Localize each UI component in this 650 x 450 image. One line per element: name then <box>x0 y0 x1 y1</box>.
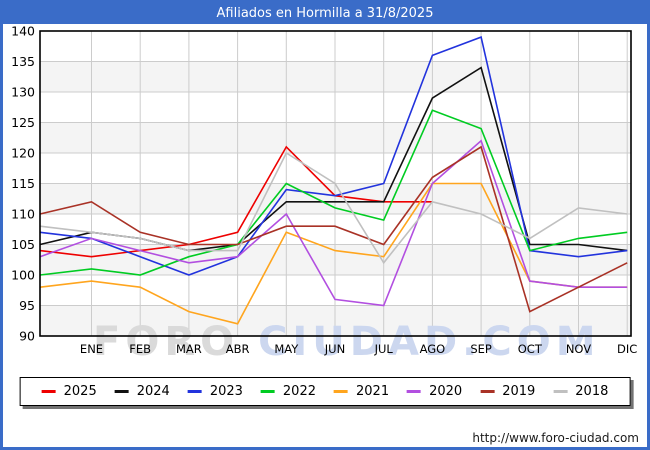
x-tick-label: JUL <box>374 342 394 356</box>
x-tick-label: SEP <box>470 342 492 356</box>
legend-label: 2024 <box>136 384 170 399</box>
legend-label: 2021 <box>356 384 390 399</box>
x-tick-label: OCT <box>518 342 543 356</box>
legend-item-2023: 2023 <box>187 384 243 399</box>
legend-dash-icon <box>407 390 422 393</box>
legend-item-2020: 2020 <box>407 384 462 399</box>
y-tick-label: 95 <box>19 298 35 313</box>
legend-label: 2023 <box>209 384 243 399</box>
y-tick-label: 100 <box>11 268 35 283</box>
x-tick-label: FEB <box>129 342 151 356</box>
site-url: http://www.foro-ciudad.com <box>472 431 639 445</box>
chart-legend: 2025 2024 2023 2022 2021 2020 2019 2018 <box>19 377 631 406</box>
legend-item-2019: 2019 <box>480 384 535 399</box>
legend-item-2022: 2022 <box>260 384 316 399</box>
y-tick-label: 130 <box>11 85 35 100</box>
series-2024 <box>39 66 628 252</box>
legend-item-2021: 2021 <box>334 384 389 399</box>
series-2025 <box>39 145 433 258</box>
legend-label: 2022 <box>282 384 316 399</box>
chart-title: Afiliados en Hormilla a 31/8/2025 <box>3 3 647 24</box>
y-tick-label: 140 <box>11 24 35 39</box>
series-2022 <box>39 109 628 276</box>
legend-label: 2019 <box>502 384 536 399</box>
legend-item-2024: 2024 <box>114 384 170 399</box>
y-tick-label: 90 <box>19 329 35 344</box>
legend-dash-icon <box>334 390 348 393</box>
y-tick-label: 125 <box>11 115 35 130</box>
legend-label: 2020 <box>429 384 463 399</box>
legend-label: 2025 <box>63 384 97 399</box>
series-2019 <box>39 145 628 313</box>
x-tick-label: DIC <box>617 342 637 356</box>
legend-label: 2018 <box>575 384 609 399</box>
legend-item-2025: 2025 <box>41 384 97 399</box>
legend-item-2018: 2018 <box>553 384 608 399</box>
y-tick-label: 135 <box>11 54 35 69</box>
y-tick-label: 120 <box>11 146 35 161</box>
legend-dash-icon <box>187 390 202 393</box>
x-tick-label: MAY <box>274 342 299 356</box>
watermark: FORO CIUDAD.COM <box>93 319 601 365</box>
x-tick-label: NOV <box>566 342 591 356</box>
y-tick-label: 105 <box>11 237 35 252</box>
x-tick-label: AGO <box>420 342 446 356</box>
x-tick-label: MAR <box>176 342 202 356</box>
affiliation-line-chart: FORO CIUDAD.COM 140 135 130 125 120 115 110 105 1… <box>11 24 637 366</box>
legend-dash-icon <box>480 390 495 393</box>
series-2018 <box>39 151 628 265</box>
x-tick-label: ENE <box>80 342 103 356</box>
legend-dash-icon <box>41 390 56 393</box>
legend-dash-icon <box>553 390 568 393</box>
series-2020 <box>39 139 628 307</box>
y-tick-label: 110 <box>11 207 35 222</box>
legend-dash-icon <box>114 390 129 393</box>
x-tick-label: JUN <box>324 342 345 356</box>
x-tick-label: ABR <box>226 342 250 356</box>
legend-dash-icon <box>260 390 275 393</box>
y-tick-label: 115 <box>11 176 35 191</box>
